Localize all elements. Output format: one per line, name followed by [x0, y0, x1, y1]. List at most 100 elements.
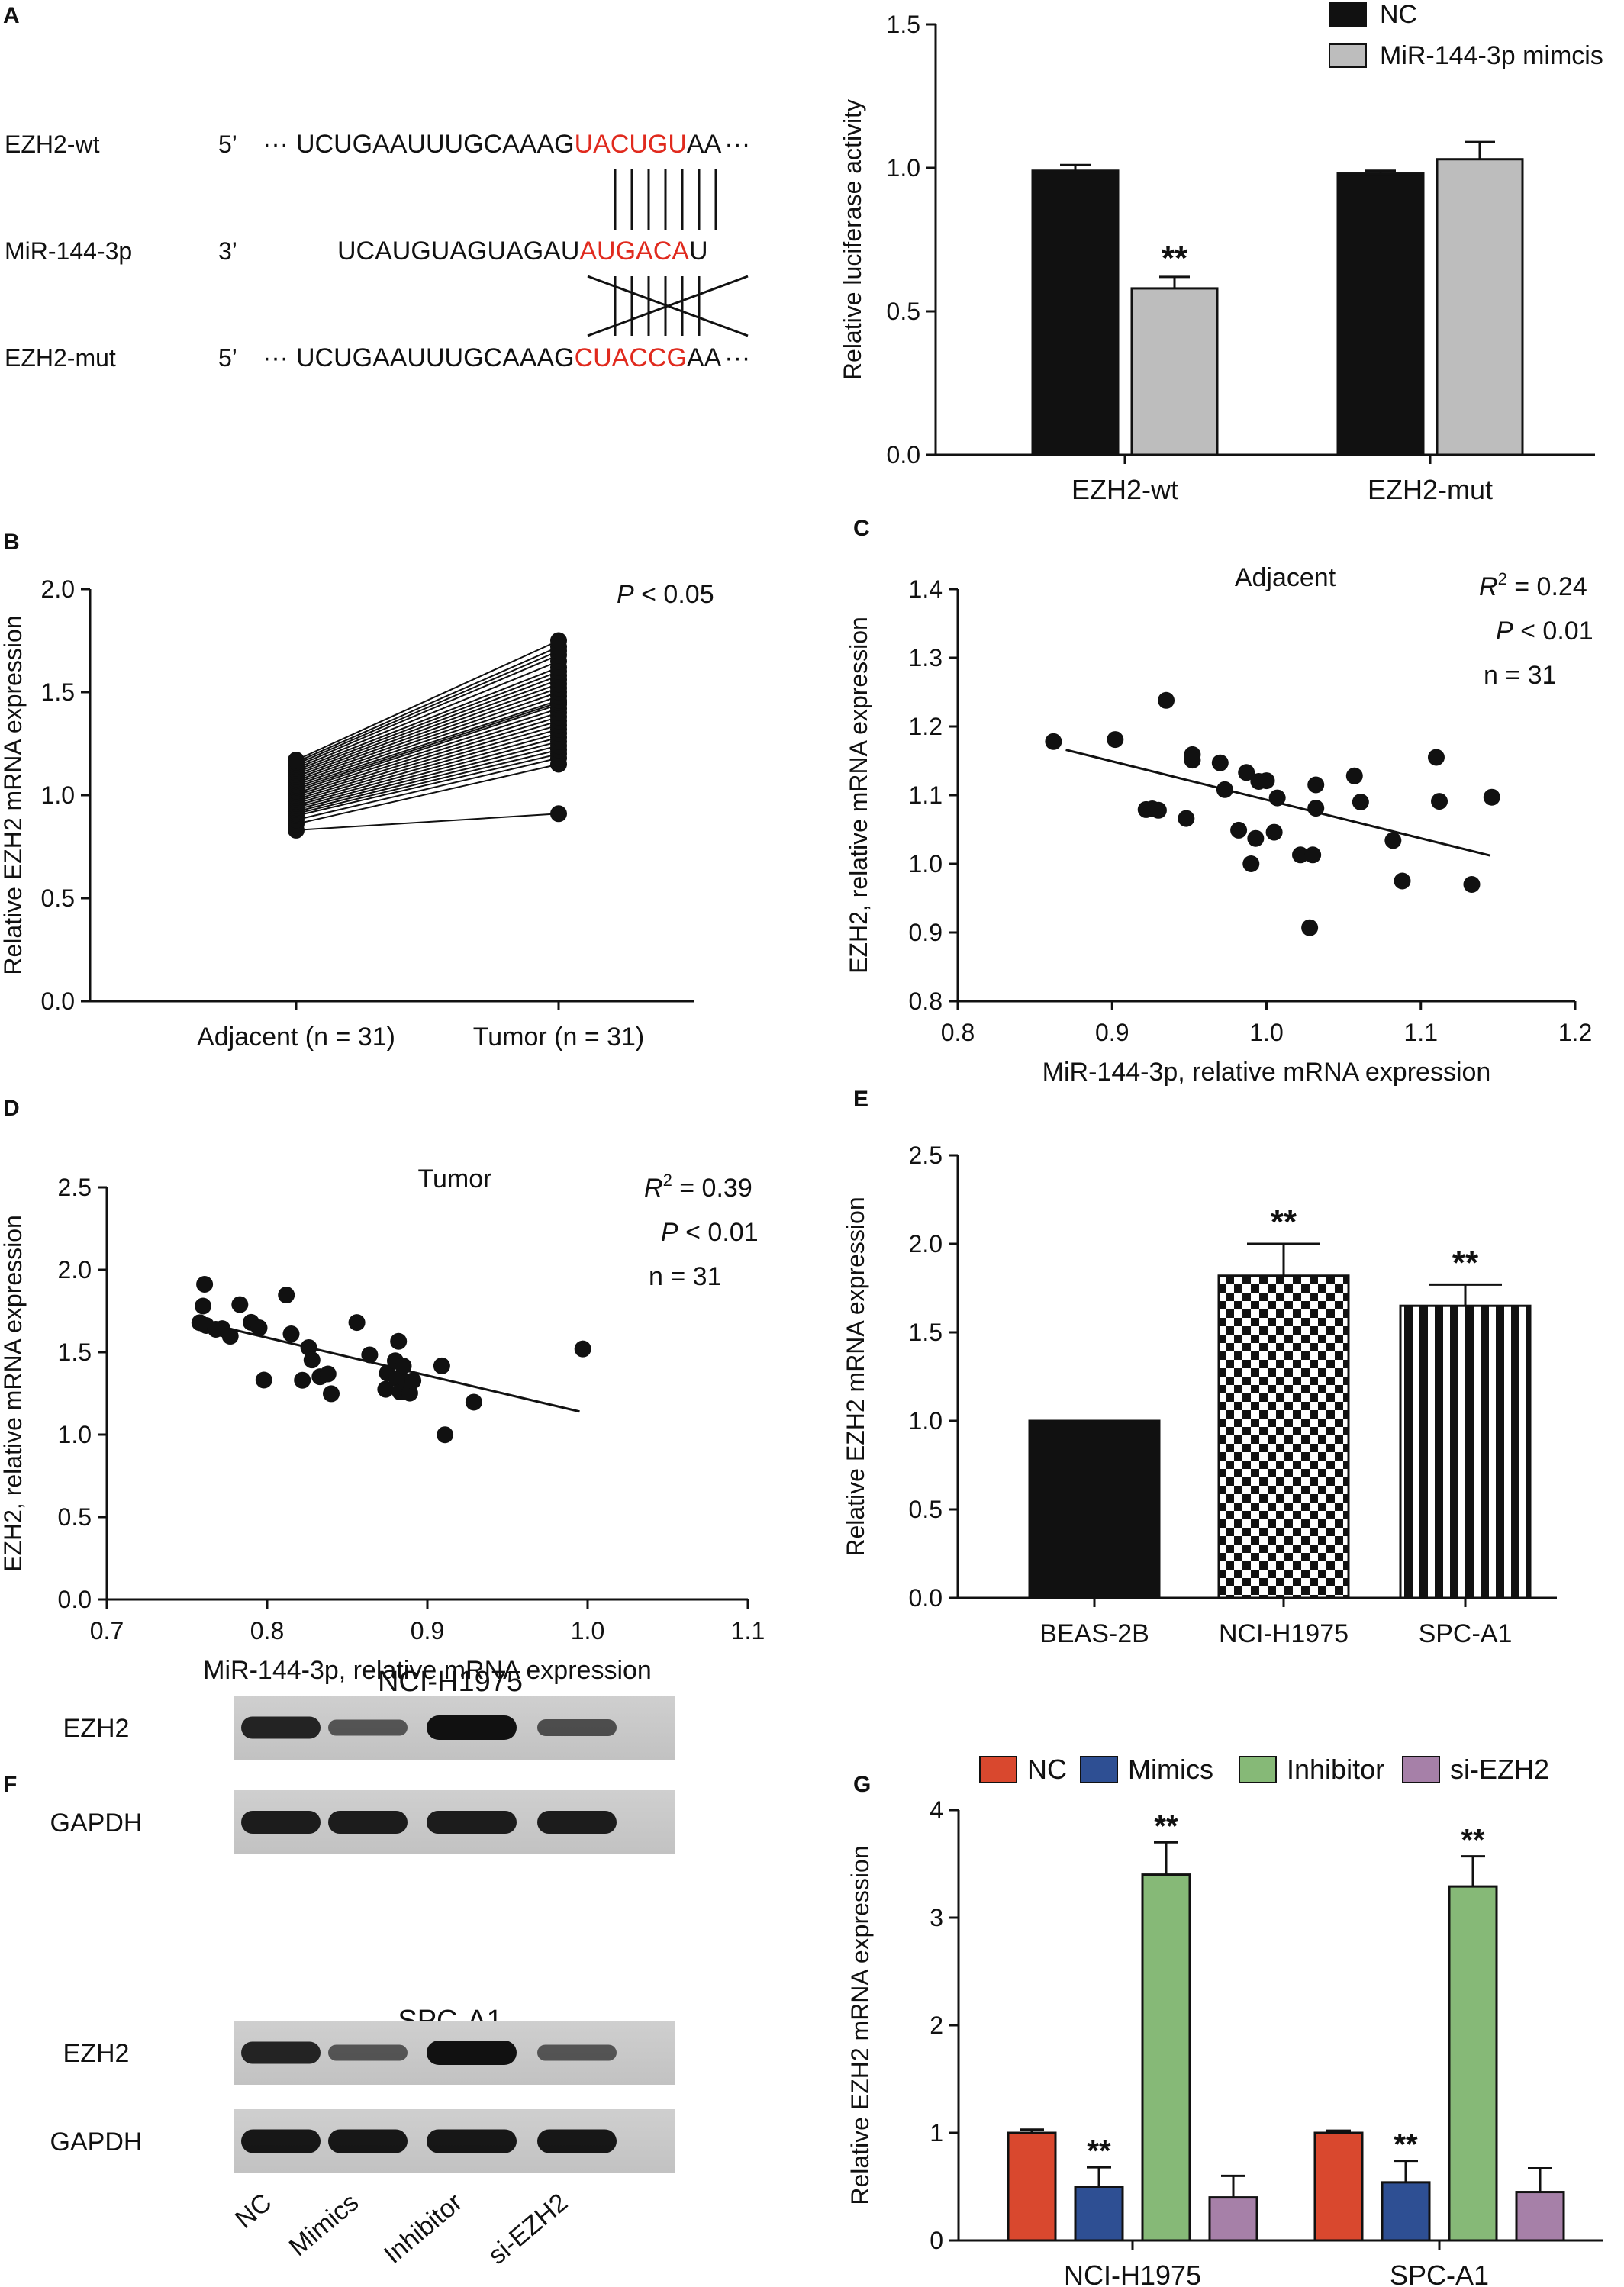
y-tick-label: 0.0	[41, 987, 75, 1015]
data-point	[1307, 776, 1325, 794]
p-text: < 0.01	[678, 1218, 759, 1247]
pair-line	[295, 813, 559, 831]
blot-band	[427, 2041, 517, 2065]
y-tick-label: 1.0	[41, 781, 75, 809]
pair-line	[295, 740, 559, 810]
pair-line	[295, 724, 559, 803]
chart-d-tumor-scatter: 0.0 0.5 1.0 1.5 2.0 2.5 EZH2, relative mRNA ex…	[0, 1164, 765, 1685]
legend-label: si-EZH2	[1450, 1754, 1549, 1785]
p-value-annotation: P < 0.05	[617, 580, 714, 609]
blot-band	[328, 2044, 408, 2061]
x-tick-label: 0.8	[941, 1019, 975, 1046]
pair-line	[295, 720, 559, 800]
y-tick-label: 2.0	[58, 1256, 92, 1284]
panel-label-c: C	[853, 516, 870, 541]
pair-line	[295, 687, 559, 782]
data-point	[1483, 788, 1500, 806]
bar	[1031, 169, 1120, 456]
p-text: < 0.01	[1513, 617, 1593, 646]
x-tick-label: 1.0	[571, 1617, 604, 1644]
data-point	[195, 1297, 211, 1315]
data-point	[303, 1351, 321, 1369]
pair-line	[295, 733, 559, 807]
y-tick-label: 1.5	[58, 1338, 92, 1366]
pair-line	[295, 691, 559, 784]
y-tick-label: 1.2	[909, 713, 942, 740]
y-tick-label: 0.9	[909, 919, 942, 946]
data-point	[361, 1346, 379, 1364]
x-axis-label: MiR-144-3p, relative mRNA expression	[1042, 1058, 1491, 1087]
y-tick-label: 1.0	[909, 850, 942, 878]
r-italic: R	[1479, 572, 1498, 601]
blot-band	[537, 1811, 617, 1834]
bar	[1141, 1873, 1191, 2242]
legend-label: Mimics	[1128, 1754, 1213, 1785]
panel-label-f: F	[3, 1772, 17, 1797]
blot-row-label: EZH2	[63, 1714, 130, 1743]
pair-line	[295, 695, 559, 786]
panel-label-g: G	[853, 1772, 871, 1797]
p-value-annotation: P < 0.01	[661, 1218, 759, 1247]
x-tick-label: Adjacent (n = 31)	[197, 1023, 395, 1052]
pair-line	[295, 666, 559, 771]
y-axis-label: Relative luciferase activity	[839, 99, 866, 380]
data-point	[1345, 767, 1363, 784]
y-axis-label: Relative EZH2 mRNA expression	[0, 615, 27, 974]
data-point-tumor	[550, 805, 567, 823]
data-point	[348, 1314, 366, 1332]
blot-lane-label: Inhibitor	[379, 2188, 468, 2269]
chart-b-paired-expression: 0.0 0.5 1.0 1.5 2.0 Relative EZH2 mRNA expres…	[0, 575, 714, 1052]
pair-line	[295, 683, 559, 780]
data-point	[255, 1371, 272, 1389]
data-point	[196, 1276, 214, 1293]
data-point	[319, 1365, 337, 1383]
base-pair-lines	[614, 169, 717, 230]
x-tick-label: Tumor (n = 31)	[473, 1023, 645, 1052]
pair-line	[295, 716, 559, 798]
mismatch-lines	[587, 275, 749, 337]
data-point	[1247, 829, 1265, 847]
bar	[1208, 2196, 1258, 2242]
data-point	[390, 1332, 408, 1350]
data-point	[1265, 823, 1283, 841]
y-axis-label: EZH2, relative mRNA expression	[0, 1215, 27, 1572]
y-tick-label: 0.0	[58, 1586, 92, 1613]
bar	[1336, 172, 1425, 456]
y-tick-label: 0	[930, 2227, 943, 2254]
pair-line	[295, 654, 559, 768]
y-tick-label: 0.0	[887, 441, 920, 469]
blot-lane-label: si-EZH2	[483, 2188, 573, 2270]
data-point	[1107, 731, 1124, 749]
x-tick-label: 0.7	[90, 1617, 124, 1644]
chart-c-adjacent-scatter: 0.8 0.9 1.0 1.1 1.2 1.3 1.4 EZH2, relative mRNA…	[845, 563, 1593, 1087]
data-point	[1463, 876, 1481, 893]
y-tick-label: 1	[930, 2119, 943, 2147]
x-tick-label: 1.2	[1558, 1019, 1592, 1046]
chart-title: Adjacent	[1235, 563, 1336, 592]
pair-line	[295, 753, 559, 817]
data-point	[465, 1393, 482, 1411]
bar	[1130, 287, 1219, 456]
legend-swatch	[1080, 1756, 1118, 1783]
pair-line	[295, 728, 559, 804]
p-text: < 0.05	[634, 580, 714, 609]
r-squared-annotation: R2 = 0.24	[1479, 569, 1587, 601]
legend-swatch	[1239, 1756, 1277, 1783]
y-tick-label: 1.5	[41, 678, 75, 706]
legend-swatch	[1329, 2, 1367, 27]
y-tick-label: 3	[930, 1904, 943, 1931]
blot-band	[328, 2129, 408, 2153]
data-point	[1258, 772, 1275, 790]
blot-band	[427, 1811, 517, 1834]
data-point	[282, 1325, 300, 1343]
bar	[1007, 2131, 1057, 2242]
data-point	[1427, 749, 1445, 766]
y-tick-label: 0.5	[58, 1503, 92, 1531]
pair-line	[295, 699, 559, 788]
x-tick-label: NCI-H1975	[1064, 2260, 1201, 2287]
data-point	[221, 1328, 239, 1345]
blot-lane-label: Mimics	[284, 2188, 364, 2262]
blot-row-label: GAPDH	[50, 2128, 143, 2157]
y-tick-label: 1.5	[887, 11, 920, 38]
legend-label: Inhibitor	[1287, 1754, 1384, 1785]
